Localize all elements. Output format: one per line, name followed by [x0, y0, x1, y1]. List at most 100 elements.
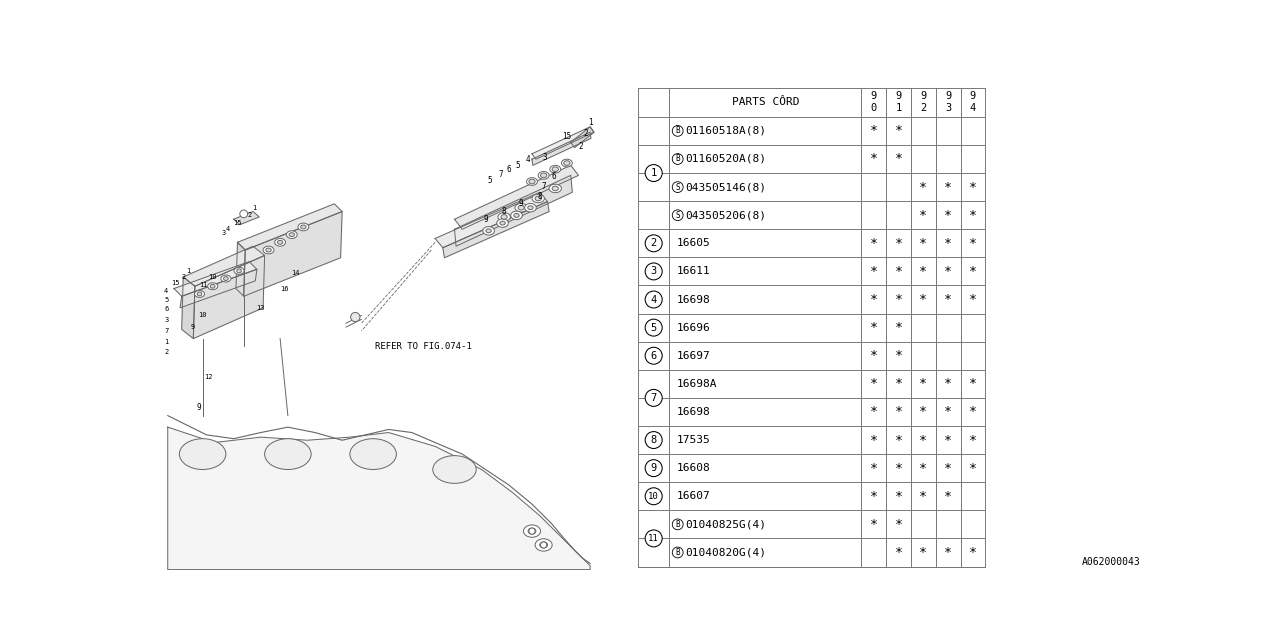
Text: 10: 10 [198, 312, 207, 319]
Polygon shape [236, 243, 246, 296]
Polygon shape [180, 269, 257, 308]
Circle shape [645, 235, 662, 252]
Text: 3: 3 [164, 317, 169, 323]
Text: 16696: 16696 [677, 323, 710, 333]
Text: *: * [969, 378, 977, 390]
Circle shape [672, 519, 684, 530]
Text: 6: 6 [552, 172, 556, 181]
Text: *: * [919, 265, 928, 278]
Text: *: * [895, 378, 902, 390]
Ellipse shape [562, 159, 572, 167]
Text: *: * [945, 378, 952, 390]
Text: 10: 10 [648, 492, 659, 500]
Text: S: S [676, 211, 680, 220]
Circle shape [529, 528, 535, 534]
Text: *: * [870, 237, 878, 250]
Text: 01160518A(8): 01160518A(8) [686, 126, 767, 136]
Text: *: * [969, 546, 977, 559]
Text: 5: 5 [164, 297, 169, 303]
Ellipse shape [266, 248, 271, 252]
Text: 9: 9 [191, 324, 195, 330]
Text: B: B [676, 126, 680, 136]
Text: *: * [895, 152, 902, 166]
Circle shape [672, 210, 684, 221]
Text: 8: 8 [650, 435, 657, 445]
Polygon shape [183, 246, 265, 286]
Ellipse shape [550, 165, 561, 173]
Text: 9
2: 9 2 [920, 92, 927, 113]
Ellipse shape [265, 438, 311, 470]
Text: 16608: 16608 [677, 463, 710, 473]
Text: *: * [945, 406, 952, 419]
Text: 8: 8 [538, 191, 541, 201]
Text: REFER TO FIG.074-1: REFER TO FIG.074-1 [375, 342, 472, 351]
Text: 3: 3 [650, 266, 657, 276]
Circle shape [645, 431, 662, 449]
Polygon shape [571, 127, 594, 148]
Text: *: * [870, 321, 878, 334]
Text: *: * [945, 461, 952, 475]
Text: 12: 12 [204, 374, 212, 380]
Ellipse shape [278, 241, 283, 244]
Text: 3: 3 [543, 153, 548, 162]
Ellipse shape [289, 233, 294, 237]
Ellipse shape [529, 528, 536, 534]
Text: *: * [969, 293, 977, 306]
Text: *: * [870, 293, 878, 306]
Circle shape [672, 125, 684, 136]
Ellipse shape [511, 211, 522, 220]
Circle shape [645, 530, 662, 547]
Text: *: * [945, 293, 952, 306]
Text: 17535: 17535 [677, 435, 710, 445]
Polygon shape [174, 262, 257, 296]
Text: *: * [919, 378, 928, 390]
Text: 6: 6 [507, 164, 511, 173]
Text: *: * [895, 293, 902, 306]
Ellipse shape [264, 246, 274, 254]
Ellipse shape [221, 275, 230, 282]
Text: 1: 1 [164, 339, 169, 345]
Text: 15: 15 [233, 220, 242, 226]
Text: B: B [676, 520, 680, 529]
Text: *: * [919, 237, 928, 250]
Ellipse shape [179, 438, 225, 470]
Text: 5: 5 [650, 323, 657, 333]
Text: 1: 1 [650, 168, 657, 178]
Ellipse shape [349, 438, 397, 470]
Text: 16698: 16698 [677, 407, 710, 417]
Text: 16607: 16607 [677, 492, 710, 501]
Ellipse shape [210, 284, 215, 288]
Text: 5: 5 [516, 161, 521, 170]
Text: 4: 4 [164, 288, 169, 294]
Ellipse shape [540, 542, 548, 548]
Ellipse shape [532, 194, 544, 203]
Text: *: * [969, 406, 977, 419]
Text: 9: 9 [518, 199, 522, 209]
Text: S: S [676, 182, 680, 191]
Circle shape [645, 348, 662, 364]
Ellipse shape [237, 269, 242, 273]
Text: *: * [895, 237, 902, 250]
Text: 13: 13 [256, 305, 265, 311]
Circle shape [239, 210, 247, 218]
Text: *: * [945, 209, 952, 221]
Text: 2: 2 [579, 141, 584, 150]
Text: B: B [676, 548, 680, 557]
Ellipse shape [535, 196, 541, 201]
Text: 4: 4 [227, 227, 230, 232]
Text: 11: 11 [648, 534, 659, 543]
Text: 16605: 16605 [677, 238, 710, 248]
Text: 4: 4 [650, 294, 657, 305]
Text: 01040820G(4): 01040820G(4) [686, 547, 767, 557]
Polygon shape [532, 127, 594, 159]
Text: *: * [919, 180, 928, 194]
Circle shape [540, 542, 547, 548]
Text: *: * [945, 490, 952, 503]
Ellipse shape [207, 283, 218, 290]
Polygon shape [443, 202, 549, 258]
Circle shape [645, 263, 662, 280]
Ellipse shape [552, 186, 558, 191]
Text: 9: 9 [483, 215, 488, 224]
Ellipse shape [552, 167, 558, 172]
Text: 043505146(8): 043505146(8) [686, 182, 767, 192]
